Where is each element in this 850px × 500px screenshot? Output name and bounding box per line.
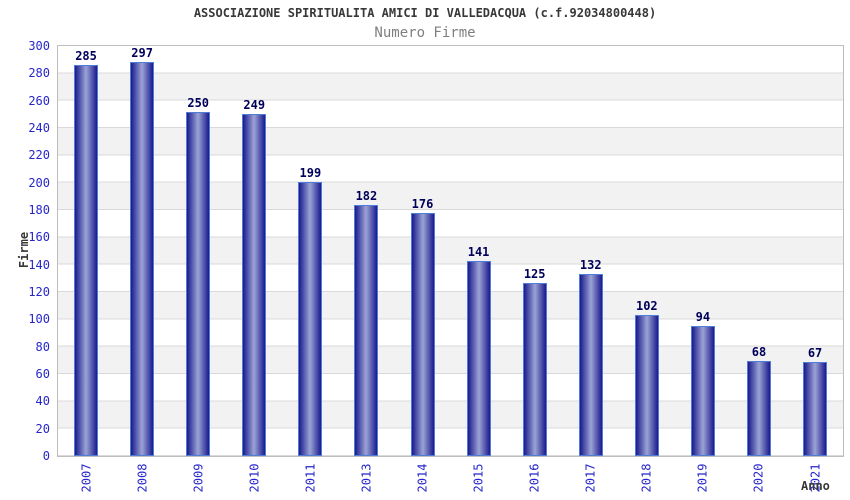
bar-column: 182 xyxy=(338,46,394,456)
x-axis-label: Anno xyxy=(801,479,830,493)
bar xyxy=(74,64,99,456)
y-tick-label: 200 xyxy=(28,175,50,190)
x-tick-label: 2009 xyxy=(191,463,206,493)
bar-value-label: 176 xyxy=(411,197,434,212)
bar xyxy=(746,361,771,456)
x-tick-label: 2013 xyxy=(359,463,374,493)
x-tick-label: 2020 xyxy=(751,463,766,493)
x-tick-label: 2011 xyxy=(303,463,318,493)
y-tick-label: 40 xyxy=(35,394,50,409)
bar-value-label: 68 xyxy=(751,345,767,360)
bar xyxy=(410,213,435,456)
y-tick-label: 300 xyxy=(28,39,50,53)
plot-area: 285 297 250 249 199 182 176 141 125 132 102 94 68 67 xyxy=(57,45,844,457)
x-tick-label: 2015 xyxy=(471,463,486,493)
y-tick-label: 0 xyxy=(42,449,50,463)
y-tick-label: 80 xyxy=(35,339,50,354)
bar-column: 102 xyxy=(619,46,675,456)
bar-value-label: 102 xyxy=(635,298,658,313)
bar xyxy=(354,205,379,456)
bar-column: 249 xyxy=(226,46,282,456)
y-tick-label: 160 xyxy=(28,230,50,245)
bar-column: 67 xyxy=(787,46,843,456)
x-tick-label: 2010 xyxy=(247,463,262,493)
bar xyxy=(634,314,659,456)
y-tick-label: 140 xyxy=(28,257,50,272)
bar-column: 94 xyxy=(675,46,731,456)
bar-column: 297 xyxy=(114,46,170,456)
x-tick-label: 2014 xyxy=(415,463,430,493)
bar-column: 176 xyxy=(394,46,450,456)
bar-value-label: 125 xyxy=(523,267,546,282)
y-tick-label: 120 xyxy=(28,285,50,299)
x-tick-label: 2017 xyxy=(583,463,598,493)
y-tick-label: 20 xyxy=(35,421,50,436)
bar-column: 199 xyxy=(282,46,338,456)
bar-value-label: 250 xyxy=(187,96,210,111)
bar-column: 132 xyxy=(563,46,619,456)
y-axis-label: Firme xyxy=(17,231,31,269)
bar-value-label: 67 xyxy=(807,346,823,361)
bar xyxy=(522,283,547,456)
y-tick-label: 240 xyxy=(28,121,50,135)
bar-column: 125 xyxy=(507,46,563,456)
bar-value-label: 199 xyxy=(299,166,322,181)
x-tick-label: 2019 xyxy=(695,463,710,493)
bar-column: 285 xyxy=(58,46,114,456)
bar xyxy=(242,113,267,456)
bar-value-label: 249 xyxy=(243,97,266,112)
y-tick-label: 280 xyxy=(28,66,50,81)
bar-value-label: 297 xyxy=(131,46,153,60)
y-tick-label: 60 xyxy=(35,367,50,381)
bar xyxy=(130,62,155,456)
bar-value-label: 182 xyxy=(355,189,378,204)
x-tick-label: 2008 xyxy=(135,463,150,493)
bar-value-label: 285 xyxy=(75,48,97,63)
y-tick-label: 260 xyxy=(28,93,50,108)
bars-layer: 285 297 250 249 199 182 176 141 125 132 102 94 68 67 xyxy=(58,46,843,456)
bar-column: 141 xyxy=(451,46,507,456)
bar-value-label: 132 xyxy=(579,257,602,272)
bar-column: 250 xyxy=(170,46,226,456)
bar xyxy=(690,325,715,456)
y-tick-label: 180 xyxy=(28,203,50,217)
bar xyxy=(466,261,491,456)
bar xyxy=(298,182,323,456)
x-tick-label: 2007 xyxy=(79,463,94,493)
y-tick-label: 220 xyxy=(28,148,50,163)
bar xyxy=(578,273,603,456)
bar xyxy=(803,362,828,456)
bar-column: 68 xyxy=(731,46,787,456)
chart-subtitle: Numero Firme xyxy=(374,25,476,41)
bar-value-label: 141 xyxy=(467,245,490,260)
bar-value-label: 94 xyxy=(695,309,711,324)
y-tick-label: 100 xyxy=(28,312,50,327)
x-tick-label: 2018 xyxy=(639,463,654,493)
chart-title: ASSOCIAZIONE SPIRITUALITA AMICI DI VALLE… xyxy=(193,6,657,20)
x-tick-label: 2016 xyxy=(527,463,542,493)
bar xyxy=(186,112,211,456)
